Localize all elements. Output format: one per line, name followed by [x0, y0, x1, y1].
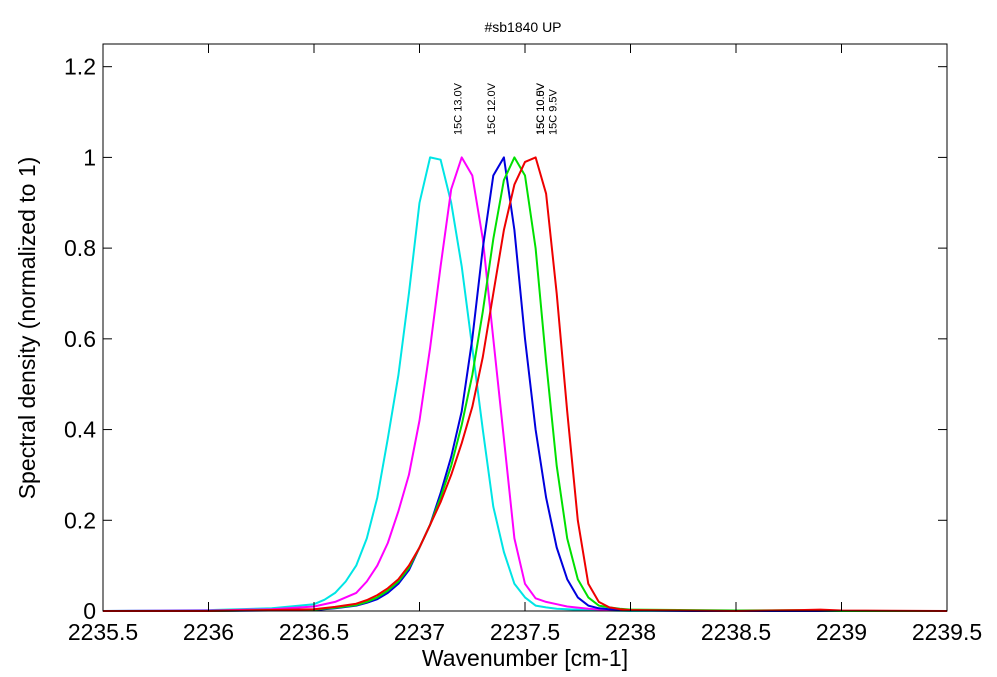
y-axis: 0 0.2 0.4 0.6 0.8 1 1.2 — [64, 54, 947, 624]
y-tick-label: 0.8 — [64, 235, 96, 261]
y-tick-label: 1.2 — [64, 54, 96, 80]
x-tick-label: 2239.5 — [912, 619, 982, 645]
peak-label: 15C 10.0V — [535, 82, 547, 135]
series-line-2 — [102, 156, 947, 612]
peak-label: 15C 12.0V — [486, 82, 498, 135]
x-tick-label: 2235.5 — [68, 619, 138, 645]
peak-label: 15C 13.0V — [453, 82, 465, 135]
y-tick-label: 0.4 — [64, 417, 96, 443]
series-line-3 — [103, 156, 947, 612]
plot-area — [102, 156, 948, 612]
y-axis-title: Spectral density (normalized to 1) — [14, 157, 40, 500]
x-tick-label: 2238.5 — [701, 619, 771, 645]
x-tick-label: 2237 — [394, 619, 445, 645]
x-tick-label: 2237.5 — [490, 619, 560, 645]
plot-frame — [102, 43, 948, 612]
y-tick-label: 0 — [83, 598, 96, 624]
series-line-4 — [103, 156, 947, 612]
x-tick-label: 2239 — [816, 619, 867, 645]
peak-label: 15C 10.5V — [535, 82, 547, 135]
x-tick-label: 2238 — [605, 619, 656, 645]
x-tick-label: 2236 — [183, 619, 234, 645]
y-tick-label: 0.2 — [64, 507, 96, 533]
chart-title: #sb1840 UP — [484, 19, 561, 35]
series-line-1 — [102, 156, 947, 612]
x-axis-title: Wavenumber [cm-1] — [422, 645, 628, 671]
x-axis: 2235.5 2236 2236.5 2237 2237.5 2238 2238.5 2239… — [68, 44, 982, 645]
x-tick-label: 2236.5 — [279, 619, 349, 645]
peak-label: 15C 9.5V — [547, 88, 559, 135]
y-tick-label: 0.6 — [64, 326, 96, 352]
series-line-5 — [103, 156, 948, 612]
y-tick-label: 1 — [83, 144, 96, 170]
